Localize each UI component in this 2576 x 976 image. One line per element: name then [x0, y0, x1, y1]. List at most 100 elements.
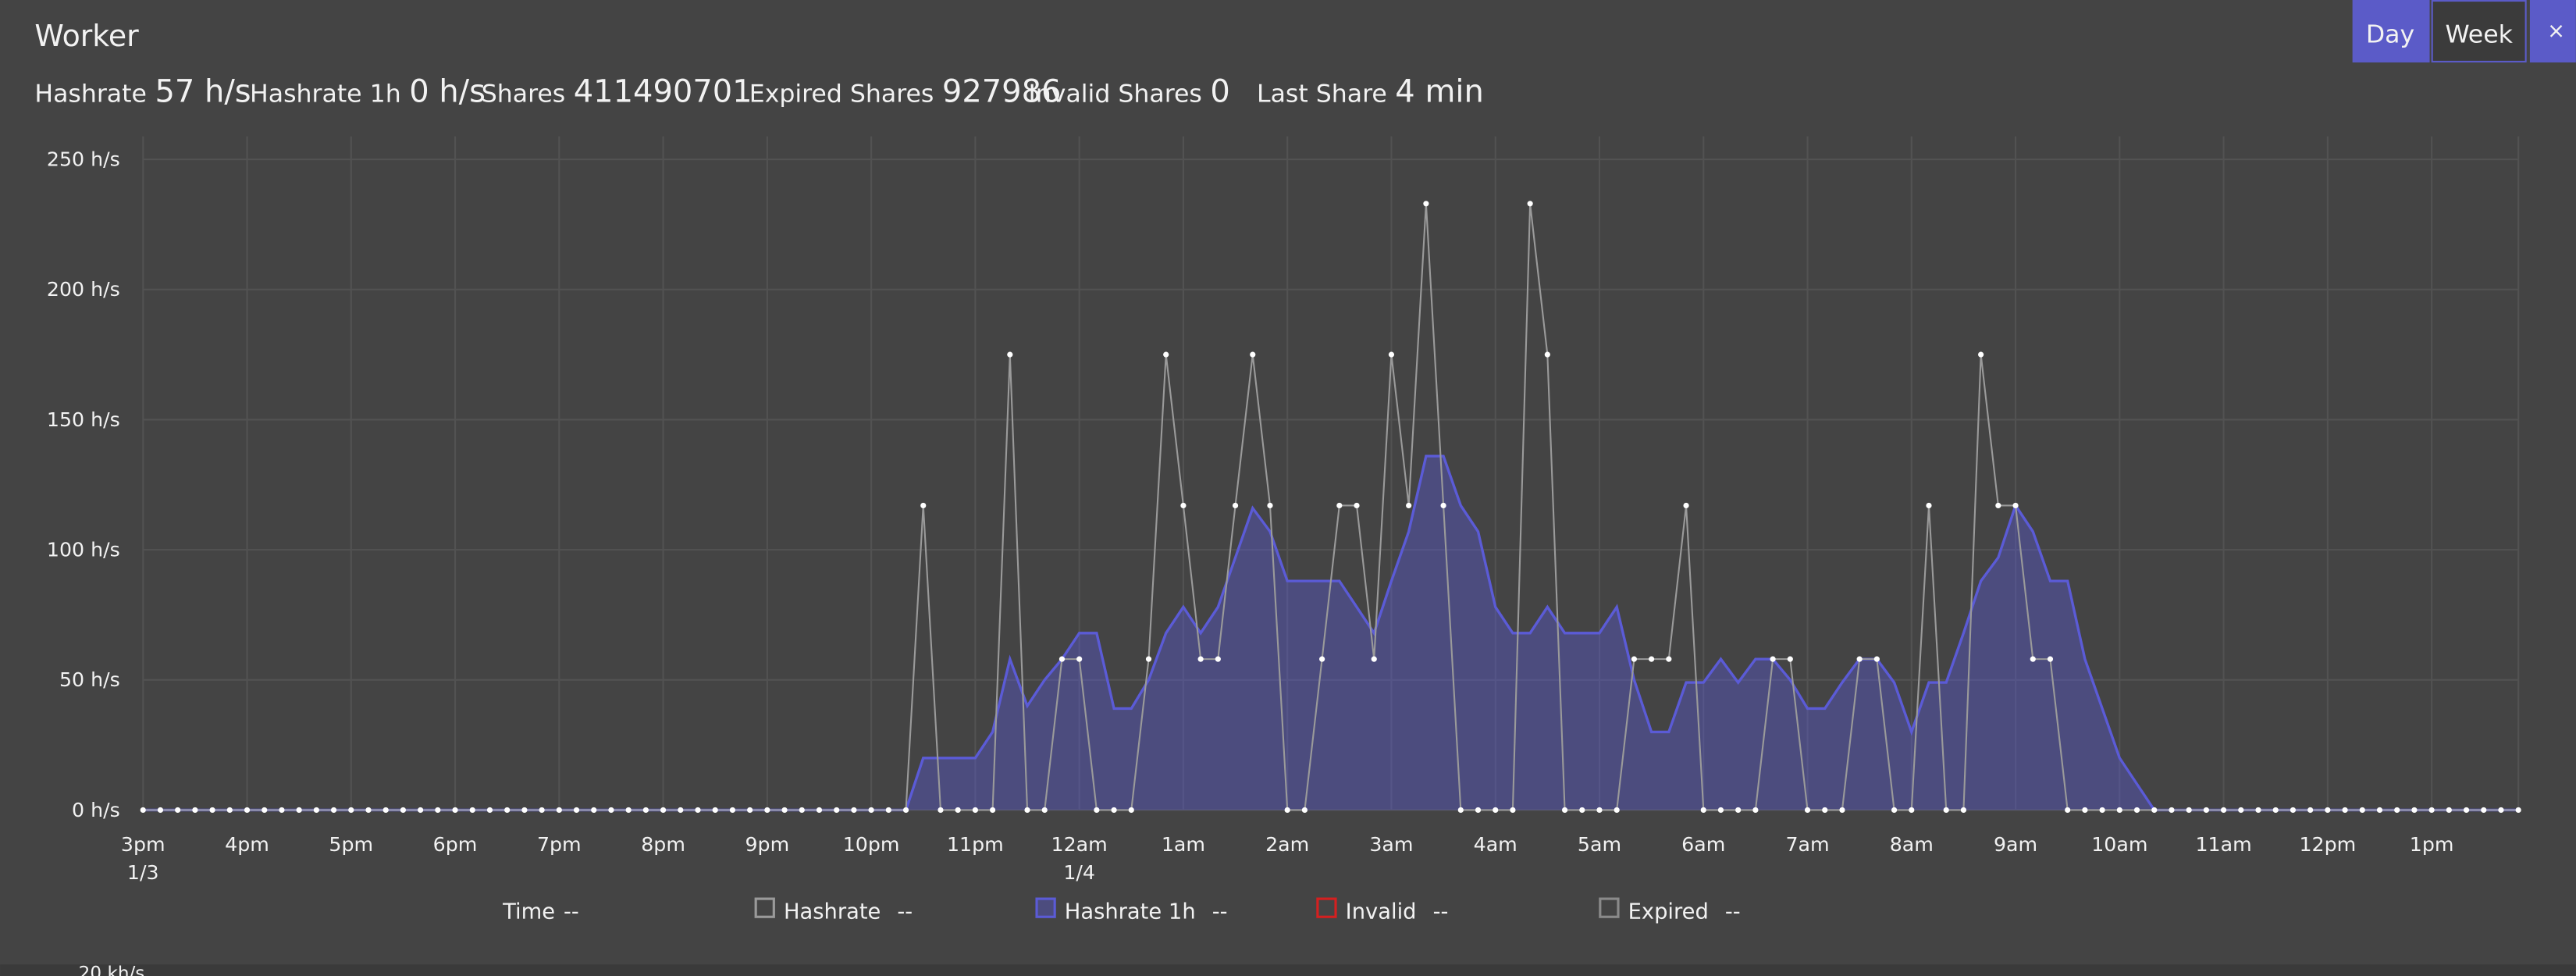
point — [764, 807, 770, 814]
x-tick-label: 2am — [1265, 833, 1309, 856]
point — [1527, 201, 1533, 207]
point — [781, 807, 788, 814]
point — [868, 807, 874, 814]
point — [1822, 807, 1828, 814]
point — [2030, 656, 2036, 662]
point — [1926, 502, 1932, 509]
point — [1683, 502, 1689, 509]
legend-label: Hashrate -- — [784, 899, 913, 924]
point — [1007, 351, 1013, 358]
legend-label: Invalid -- — [1346, 899, 1449, 924]
stat-label: Invalid Shares — [1029, 80, 1202, 108]
panel-title: Worker — [34, 19, 139, 53]
week-button[interactable] — [2431, 0, 2527, 62]
close-button-label[interactable]: × — [2547, 19, 2565, 43]
point — [2307, 807, 2314, 814]
point — [1197, 656, 1204, 662]
x-tick-label: 6am — [1681, 833, 1725, 856]
point — [1232, 502, 1239, 509]
point — [452, 807, 458, 814]
point — [418, 807, 424, 814]
stat-label: Shares — [482, 80, 565, 108]
point — [1145, 656, 1152, 662]
point — [2047, 656, 2054, 662]
point — [1423, 201, 1429, 207]
point — [1787, 656, 1793, 662]
legend-label: Expired -- — [1628, 899, 1741, 924]
point — [1301, 807, 1308, 814]
point — [521, 807, 528, 814]
legend-swatch — [754, 897, 775, 918]
x-tick-label: 11am — [2195, 833, 2251, 856]
point — [469, 807, 475, 814]
stat-label: Hashrate — [34, 80, 147, 108]
point — [1856, 656, 1863, 662]
point — [2082, 807, 2088, 814]
stat-value: 927986 — [942, 73, 1062, 109]
x-date-label: 1/3 — [127, 861, 159, 884]
point — [382, 807, 389, 814]
point — [729, 807, 736, 814]
y-tick-label: 100 h/s — [47, 539, 120, 561]
x-tick-label: 10pm — [843, 833, 900, 856]
point — [1666, 656, 1672, 662]
point — [1371, 656, 1377, 662]
stat: Last Share 4 min — [1257, 73, 1484, 109]
x-tick-label: 8am — [1890, 833, 1934, 856]
point — [192, 807, 198, 814]
x-tick-label: 4pm — [225, 833, 269, 856]
week-button-label[interactable]: Week — [2445, 21, 2513, 49]
point — [2515, 807, 2521, 814]
legend-value: -- — [1725, 899, 1741, 924]
point — [175, 807, 181, 814]
point — [851, 807, 857, 814]
point — [591, 807, 597, 814]
point — [1544, 351, 1550, 358]
legend-name: Invalid — [1346, 899, 1417, 924]
next-chart-strip — [0, 964, 2576, 976]
point — [1128, 807, 1134, 814]
point — [1319, 656, 1325, 662]
point — [1111, 807, 1117, 814]
point — [262, 807, 268, 814]
point — [920, 502, 927, 509]
point — [2012, 502, 2019, 509]
point — [2186, 807, 2192, 814]
stat-label: Last Share — [1257, 80, 1387, 108]
point — [955, 807, 961, 814]
point — [1596, 807, 1603, 814]
point — [296, 807, 302, 814]
stat-value: 4 min — [1395, 73, 1484, 109]
point — [1284, 807, 1290, 814]
x-tick-label: 12am — [1051, 833, 1108, 856]
stat: Hashrate 57 h/s — [34, 73, 251, 109]
point — [1267, 502, 1273, 509]
point — [1457, 807, 1464, 814]
legend-value: -- — [1433, 899, 1449, 924]
point — [1215, 656, 1221, 662]
point — [1978, 351, 1984, 358]
x-tick-label: 4am — [1474, 833, 1517, 856]
point — [2151, 807, 2158, 814]
point — [834, 807, 840, 814]
stat: Invalid Shares 0 — [1029, 73, 1230, 109]
day-button[interactable] — [2352, 0, 2430, 62]
x-tick-label: 1am — [1162, 833, 1205, 856]
point — [1440, 502, 1446, 509]
point — [244, 807, 251, 814]
x-tick-label: 11pm — [947, 833, 1004, 856]
point — [556, 807, 562, 814]
point — [209, 807, 215, 814]
stat: Expired Shares 927986 — [749, 73, 1062, 109]
point — [140, 807, 146, 814]
point — [1059, 656, 1066, 662]
point — [2446, 807, 2452, 814]
stat: Hashrate 1h 0 h/s — [250, 73, 486, 109]
stat-label: Expired Shares — [749, 80, 934, 108]
point — [816, 807, 823, 814]
day-button-label[interactable]: Day — [2366, 21, 2414, 49]
point — [313, 807, 319, 814]
point — [539, 807, 545, 814]
y-tick-label: 200 h/s — [47, 278, 120, 301]
close-button[interactable] — [2529, 0, 2576, 62]
